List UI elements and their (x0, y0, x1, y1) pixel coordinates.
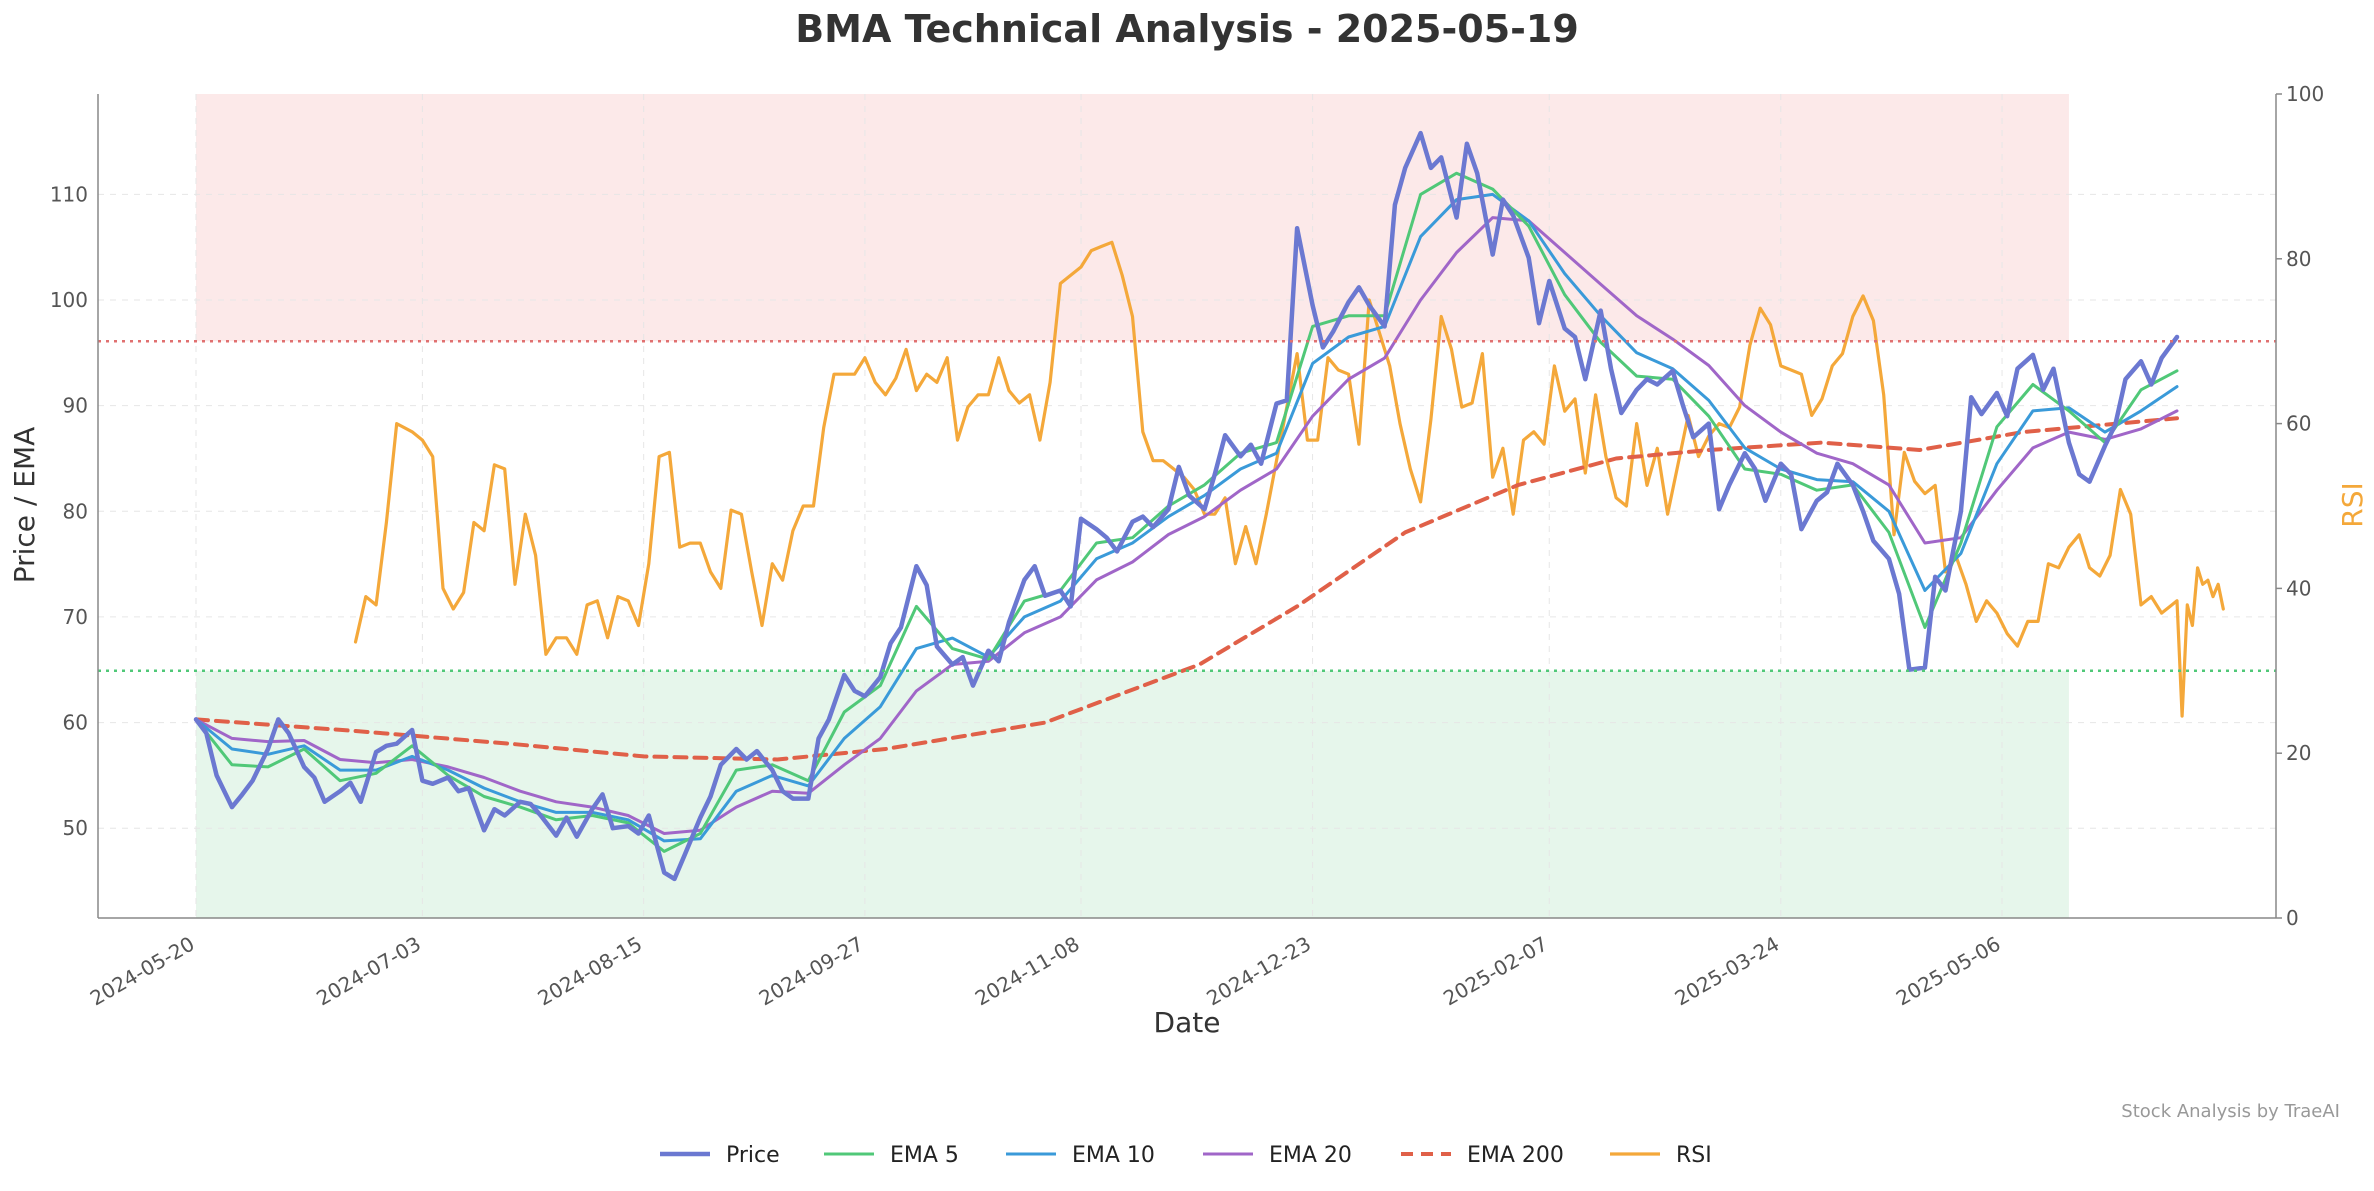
y2-tick-label: 80 (2286, 247, 2311, 271)
y2-tick-label: 60 (2286, 412, 2311, 436)
y-tick-label: 90 (63, 394, 88, 418)
series-line-ema-200 (194, 416, 2179, 762)
y2-tick-label: 100 (2286, 82, 2324, 106)
y2-axis-label: RSI (2336, 482, 2369, 528)
legend-label-ema-10: EMA 10 (1072, 1143, 1155, 1168)
y-tick-label: 70 (63, 605, 88, 629)
y-tick-label: 100 (50, 288, 88, 312)
legend-label-ema-200: EMA 200 (1467, 1143, 1564, 1168)
legend: Price EMA 5 EMA 10 EMA 20 EMA 200 RSI (660, 1143, 1712, 1168)
series-layer (98, 130, 2276, 882)
overbought-zone (196, 94, 2069, 342)
watermark: Stock Analysis by TraeAI (2121, 1101, 2340, 1122)
y-axis-label: Price / EMA (8, 427, 41, 584)
series-line-ema-20 (194, 216, 2179, 835)
y2-tick-label: 20 (2286, 741, 2311, 765)
x-axis-label: Date (1154, 1006, 1221, 1039)
grid (98, 94, 2276, 918)
y-tick-label: 110 (50, 182, 88, 206)
y2-tick-label: 40 (2286, 576, 2311, 600)
series-line-price (193, 130, 2180, 882)
chart-title: BMA Technical Analysis - 2025-05-19 (795, 7, 1579, 51)
legend-label-ema-20: EMA 20 (1269, 1143, 1352, 1168)
rsi-zones (196, 94, 2069, 918)
oversold-zone (196, 670, 2069, 918)
legend-label-price: Price (726, 1143, 780, 1168)
y-tick-label: 60 (63, 711, 88, 735)
y-tick-label: 80 (63, 499, 88, 523)
y-tick-label: 50 (63, 816, 88, 840)
series-line-ema-5 (194, 171, 2179, 853)
y2-tick-label: 0 (2286, 906, 2299, 930)
legend-label-rsi: RSI (1676, 1143, 1712, 1168)
axes (97, 94, 2277, 919)
legend-label-ema-5: EMA 5 (890, 1143, 959, 1168)
